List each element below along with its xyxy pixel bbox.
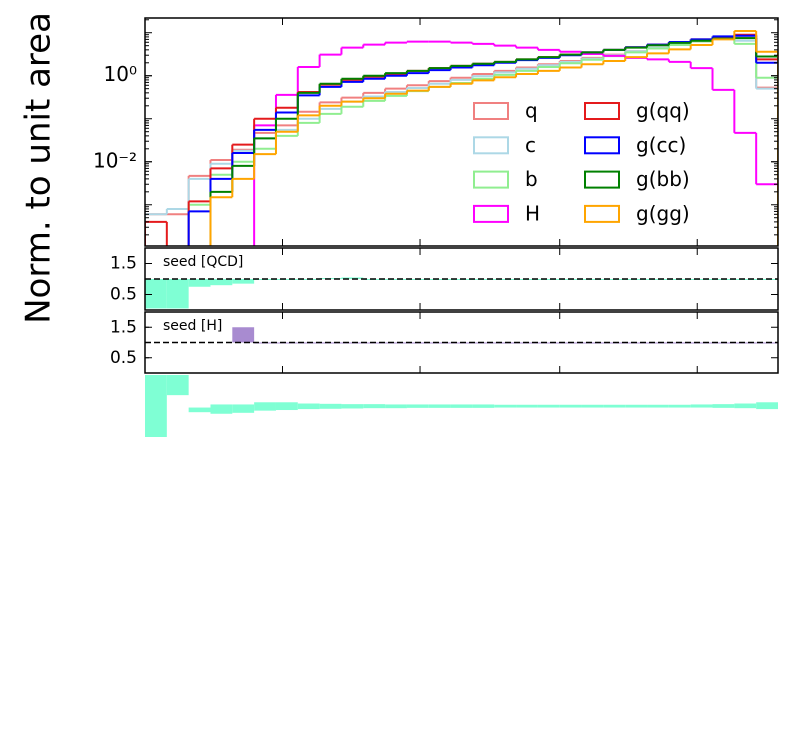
ratio-bar bbox=[537, 342, 560, 344]
band-bar bbox=[581, 404, 604, 408]
band-bar bbox=[297, 403, 320, 410]
plot-area bbox=[145, 29, 778, 246]
legend-swatch bbox=[584, 102, 620, 120]
legend-label: g(gg) bbox=[636, 201, 690, 225]
band-bar bbox=[603, 404, 626, 408]
ratio-bar bbox=[690, 279, 713, 280]
band-bar bbox=[188, 407, 211, 413]
legend-label: g(bb) bbox=[636, 167, 690, 191]
ratio-bar bbox=[232, 327, 255, 343]
legend-label: g(qq) bbox=[636, 99, 690, 123]
ratio-bar bbox=[275, 279, 298, 280]
legend-label: q bbox=[525, 99, 538, 123]
ratio-bar bbox=[232, 279, 255, 284]
y-tick-label: 0.5 bbox=[110, 285, 137, 305]
band-bar bbox=[450, 404, 473, 408]
band-bar bbox=[690, 404, 713, 408]
plot-area bbox=[145, 375, 778, 437]
legend-swatch bbox=[473, 102, 509, 120]
band-bar bbox=[734, 403, 757, 409]
band-bar bbox=[516, 404, 538, 408]
ratio-bar bbox=[166, 279, 189, 309]
legend-swatch bbox=[473, 170, 509, 189]
ratio-bar bbox=[341, 277, 364, 279]
band-bar bbox=[406, 404, 429, 408]
band-bar bbox=[494, 404, 517, 408]
axes-frame bbox=[144, 247, 779, 311]
band-bar bbox=[559, 404, 582, 408]
band-bar bbox=[254, 402, 276, 411]
legend-swatch bbox=[584, 204, 620, 223]
y-tick-label: 0.5 bbox=[110, 348, 137, 368]
legend-swatch bbox=[473, 136, 509, 155]
band-bar bbox=[341, 404, 364, 409]
ratio-bar bbox=[145, 279, 167, 309]
ratio-bar bbox=[188, 279, 211, 287]
band-bar bbox=[668, 404, 691, 408]
legend-label: H bbox=[525, 201, 540, 225]
band-bar bbox=[363, 404, 386, 409]
y-tick-label: 10⁰ bbox=[104, 62, 137, 86]
legend-swatch bbox=[584, 136, 620, 155]
y-tick-label: 1.5 bbox=[110, 317, 137, 337]
band-bar bbox=[145, 375, 167, 437]
ratio-bar bbox=[581, 342, 604, 344]
series bbox=[209, 29, 778, 246]
panel-label: seed [H] bbox=[163, 318, 222, 334]
ratio-bar bbox=[734, 279, 757, 280]
legend-swatch bbox=[584, 170, 620, 189]
band-bar bbox=[428, 404, 451, 408]
legend-swatch bbox=[473, 204, 509, 223]
ratio-bar bbox=[647, 279, 669, 280]
ratio-bar bbox=[428, 342, 451, 344]
axes-frame bbox=[144, 311, 779, 374]
y-tick-label: 1.5 bbox=[110, 254, 137, 274]
band-bar bbox=[319, 403, 342, 409]
ratio-bar bbox=[275, 342, 298, 344]
band-bar bbox=[756, 402, 778, 410]
band-bar bbox=[385, 404, 407, 409]
legend-label: b bbox=[525, 167, 538, 191]
band-bar bbox=[712, 404, 735, 408]
ratio-bar bbox=[428, 279, 451, 280]
y-axis-label: Norm. to unit area bbox=[19, 12, 59, 324]
band-bar bbox=[232, 404, 255, 413]
panel-label: seed [QCD] bbox=[163, 254, 243, 270]
ratio-bar bbox=[690, 342, 713, 344]
band-bar bbox=[472, 404, 495, 408]
ratio-bar bbox=[385, 279, 407, 280]
ratio-bar bbox=[581, 279, 604, 280]
axes-frame bbox=[144, 17, 779, 247]
ratio-bar bbox=[734, 342, 757, 344]
band-bar bbox=[537, 404, 560, 408]
band-bar bbox=[647, 404, 669, 408]
band-bar bbox=[210, 404, 233, 414]
legend-label: c bbox=[525, 133, 536, 157]
ratio-bar bbox=[385, 342, 407, 344]
ratio-bar bbox=[537, 279, 560, 280]
ratio-bar bbox=[210, 279, 233, 286]
y-tick-label: 10⁻² bbox=[93, 148, 137, 172]
band-bar bbox=[166, 375, 189, 396]
band-bar bbox=[625, 404, 648, 408]
ratio-bar bbox=[647, 342, 669, 344]
legend-label: g(cc) bbox=[636, 133, 686, 157]
band-bar bbox=[275, 402, 298, 411]
